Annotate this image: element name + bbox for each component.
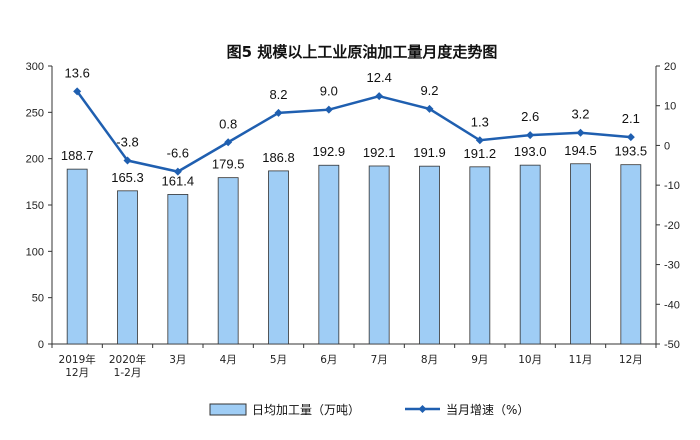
x-category-label: 8月 bbox=[421, 354, 438, 366]
growth-value-label: 2.1 bbox=[622, 111, 640, 126]
x-category-label: 12月 bbox=[619, 354, 643, 366]
x-category-label: 4月 bbox=[220, 354, 237, 366]
growth-value-label: 12.4 bbox=[367, 70, 392, 85]
bar-value-label: 193.5 bbox=[615, 144, 648, 159]
x-category-label: 7月 bbox=[371, 354, 388, 366]
growth-value-label: 8.2 bbox=[269, 87, 287, 102]
growth-point bbox=[475, 136, 484, 145]
chart-title: 图5 规模以上工业原油加工量月度走势图 bbox=[227, 43, 498, 61]
legend-line-label: 当月增速（%） bbox=[446, 403, 529, 417]
growth-point bbox=[274, 108, 283, 117]
bar-value-label: 179.5 bbox=[212, 157, 245, 172]
growth-point bbox=[123, 156, 132, 165]
y-right-tick-label: 0 bbox=[664, 140, 670, 152]
growth-point bbox=[626, 133, 635, 142]
y-right-tick-label: 20 bbox=[664, 61, 676, 73]
plot-area: 0 50 100 150 200 250 300 -50 -40 -30 -20 -10 0 10 20 18… bbox=[26, 61, 680, 379]
growth-value-label: 3.2 bbox=[571, 107, 589, 122]
legend-line-marker bbox=[418, 405, 427, 413]
y-left-tick-label: 150 bbox=[26, 200, 44, 212]
x-category-label: 2019年 bbox=[59, 353, 96, 366]
x-category-label: 10月 bbox=[518, 354, 542, 366]
y-left-tick-label: 250 bbox=[26, 107, 44, 119]
y-left-tick-label: 200 bbox=[26, 154, 44, 166]
growth-point bbox=[526, 131, 535, 140]
y-right-tick-label: -10 bbox=[664, 180, 680, 192]
x-category-label: 3月 bbox=[169, 354, 186, 366]
bar-value-label: 194.5 bbox=[564, 143, 597, 158]
bar-value-label: 193.0 bbox=[514, 144, 547, 159]
y-left-tick-label: 100 bbox=[26, 246, 44, 258]
x-category-label: 1-2月 bbox=[114, 367, 142, 379]
legend: 日均加工量（万吨） 当月增速（%） bbox=[209, 403, 529, 417]
y-left-tick-label: 50 bbox=[32, 293, 44, 305]
growth-value-label: -6.6 bbox=[167, 146, 189, 161]
y-right-tick-label: -30 bbox=[664, 260, 680, 272]
growth-point bbox=[375, 92, 384, 101]
growth-point bbox=[324, 105, 333, 114]
x-category-label: 6月 bbox=[320, 354, 337, 366]
growth-value-label: 9.2 bbox=[420, 83, 438, 98]
growth-point bbox=[173, 167, 182, 176]
bar-value-label: 192.1 bbox=[363, 145, 396, 160]
y-right-tick-label: 10 bbox=[664, 101, 676, 113]
growth-value-label: 1.3 bbox=[471, 114, 489, 129]
bar-value-label: 186.8 bbox=[262, 150, 295, 165]
bar bbox=[570, 163, 591, 345]
bar bbox=[217, 177, 239, 345]
y-right-tick-label: -20 bbox=[664, 220, 680, 232]
x-category-label: 11月 bbox=[569, 354, 593, 366]
bar bbox=[419, 165, 440, 345]
bar-value-label: 191.2 bbox=[464, 146, 497, 161]
growth-line bbox=[76, 90, 631, 173]
growth-point bbox=[224, 138, 233, 147]
growth-value-label: 0.8 bbox=[219, 116, 237, 131]
bar bbox=[519, 164, 541, 345]
y-right-tick-label: -50 bbox=[664, 339, 680, 351]
legend-bar-label: 日均加工量（万吨） bbox=[252, 403, 360, 417]
bar bbox=[66, 168, 88, 345]
bar-value-label: 161.4 bbox=[162, 173, 195, 188]
growth-point bbox=[73, 87, 82, 96]
bar bbox=[469, 166, 491, 345]
bar bbox=[620, 164, 642, 345]
x-category-label: 5月 bbox=[270, 354, 287, 366]
growth-value-label: 9.0 bbox=[320, 84, 338, 99]
x-category-label: 12月 bbox=[65, 367, 89, 379]
bar bbox=[167, 194, 189, 345]
growth-value-label: 2.6 bbox=[521, 109, 539, 124]
growth-point bbox=[576, 128, 585, 137]
y-left-tick-label: 0 bbox=[38, 339, 44, 351]
y-right-tick-label: -40 bbox=[664, 299, 680, 311]
growth-point bbox=[425, 104, 434, 113]
bar-value-label: 188.7 bbox=[61, 148, 94, 163]
bar bbox=[318, 164, 340, 345]
bar bbox=[268, 170, 289, 345]
bar bbox=[368, 165, 390, 345]
growth-value-label: -3.8 bbox=[116, 135, 138, 150]
legend-bar-swatch bbox=[209, 403, 247, 416]
bar-value-label: 191.9 bbox=[413, 145, 446, 160]
bar-value-label: 165.3 bbox=[111, 170, 144, 185]
growth-value-label: 13.6 bbox=[65, 65, 90, 80]
bar-value-label: 192.9 bbox=[313, 144, 346, 159]
x-category-label: 2020年 bbox=[109, 353, 146, 366]
bar bbox=[117, 190, 138, 345]
x-category-label: 9月 bbox=[471, 354, 488, 366]
y-left-tick-label: 300 bbox=[26, 61, 44, 73]
